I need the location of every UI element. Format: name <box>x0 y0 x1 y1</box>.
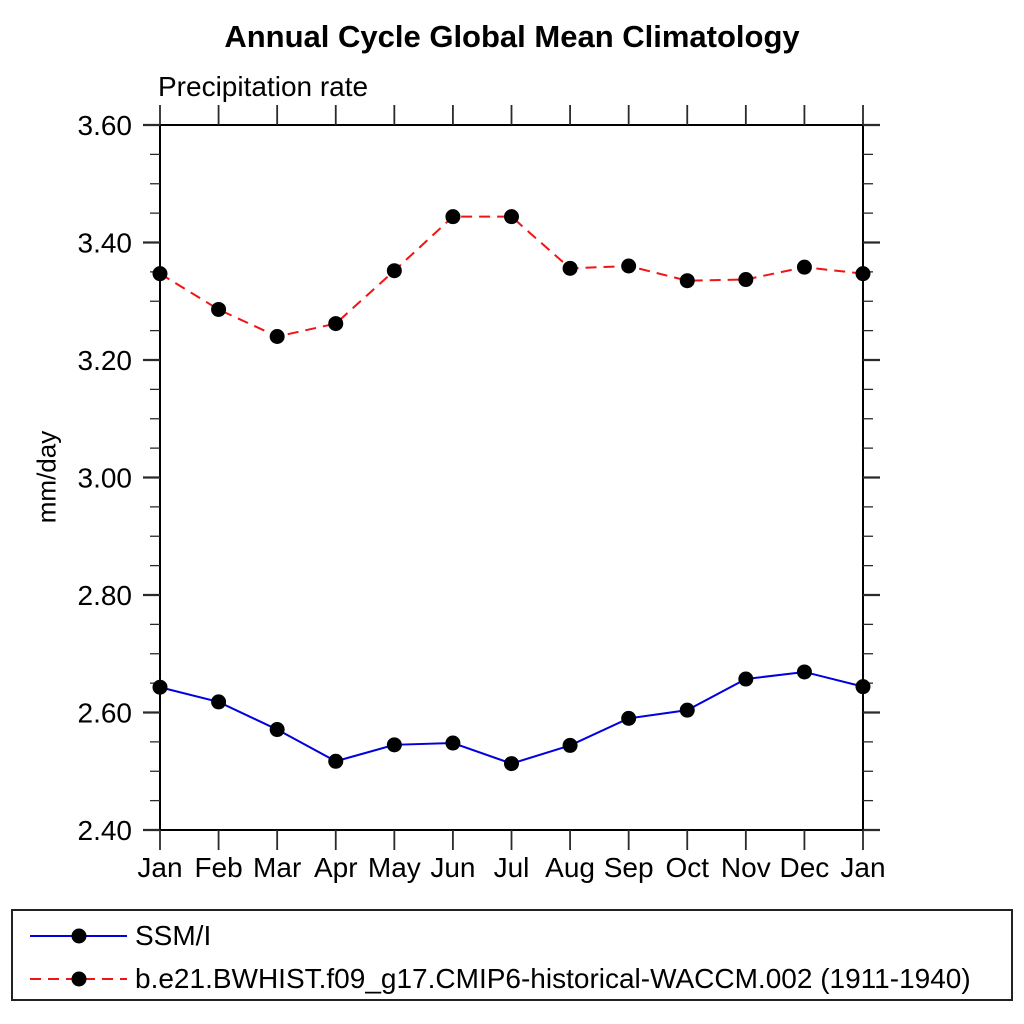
x-axis-tick-label: Aug <box>545 852 595 883</box>
x-axis-tick-label: Oct <box>665 852 709 883</box>
y-axis-tick-label: 2.80 <box>78 580 133 611</box>
data-point-marker <box>562 260 578 276</box>
series-line <box>159 670 864 765</box>
data-point-marker <box>445 735 461 751</box>
data-point-marker <box>679 702 695 718</box>
data-point-marker <box>855 679 871 695</box>
data-point-marker <box>679 273 695 289</box>
y-axis-tick-label: 3.20 <box>78 345 133 376</box>
legend-line-sample <box>30 971 127 987</box>
data-point-marker <box>211 694 227 710</box>
data-point-marker <box>445 209 461 225</box>
legend-marker <box>71 971 87 987</box>
data-point-marker <box>386 263 402 279</box>
series-obs <box>152 664 871 772</box>
x-axis-tick-label: Nov <box>721 852 771 883</box>
x-axis-tick-label: Jul <box>494 852 530 883</box>
data-point-marker <box>796 664 812 680</box>
data-point-marker <box>504 209 519 225</box>
chart-title: Annual Cycle Global Mean Climatology <box>224 19 800 54</box>
y-axis-tick-label: 2.60 <box>78 698 133 729</box>
x-axis-tick-label: May <box>368 852 421 883</box>
data-point-marker <box>621 710 637 726</box>
x-axis-tick-label: Jan <box>137 852 182 883</box>
legend-item: SSM/I <box>30 920 211 952</box>
chart-subtitle: Precipitation rate <box>158 71 369 102</box>
data-point-marker <box>386 737 402 753</box>
data-point-marker <box>504 756 519 772</box>
y-ticks: 2.40 2.60 2.80 3.00 3.20 3.40 3.60 <box>78 110 880 846</box>
x-axis-tick-label: Mar <box>253 852 301 883</box>
data-point-marker <box>152 266 168 282</box>
y-axis-tick-label: 2.40 <box>78 815 133 846</box>
x-axis-tick-label: Jan <box>840 852 885 883</box>
data-point-marker <box>621 258 637 274</box>
legend-label: b.e21.BWHIST.f09_g17.CMIP6-historical-WA… <box>135 963 971 994</box>
y-axis-tick-label: 3.00 <box>78 463 133 494</box>
data-point-marker <box>269 722 285 738</box>
data-point-marker <box>562 737 578 753</box>
data-point-marker <box>328 753 344 769</box>
y-axis-tick-label: 3.60 <box>78 110 133 141</box>
data-point-marker <box>738 671 754 687</box>
data-point-marker <box>328 316 344 332</box>
legend-line-sample <box>30 928 127 944</box>
x-axis-tick-label: Feb <box>194 852 242 883</box>
x-axis-tick-label: Jun <box>430 852 475 883</box>
data-point-marker <box>738 272 754 288</box>
data-point-marker <box>855 266 871 282</box>
legend: SSM/I b.e21.BWHIST.f09_g17.CMIP6-historic… <box>11 909 1013 1001</box>
data-point-marker <box>796 259 812 275</box>
x-axis-tick-label: Sep <box>604 852 654 883</box>
legend-item: b.e21.BWHIST.f09_g17.CMIP6-historical-WA… <box>30 963 971 995</box>
data-point-marker <box>211 301 227 317</box>
legend-marker <box>71 928 87 944</box>
data-point-marker <box>269 329 285 344</box>
series-model <box>152 209 871 344</box>
y-axis-tick-label: 3.40 <box>78 228 133 259</box>
x-axis-tick-label: Dec <box>780 852 830 883</box>
legend-label: SSM/I <box>135 920 212 951</box>
x-ticks: Jan Feb Mar Apr May Jun Jul Aug Sep Oct Nov Dec Jan <box>137 105 886 883</box>
series-line <box>159 215 864 338</box>
x-axis-tick-label: Apr <box>314 852 358 883</box>
data-point-marker <box>152 679 168 695</box>
